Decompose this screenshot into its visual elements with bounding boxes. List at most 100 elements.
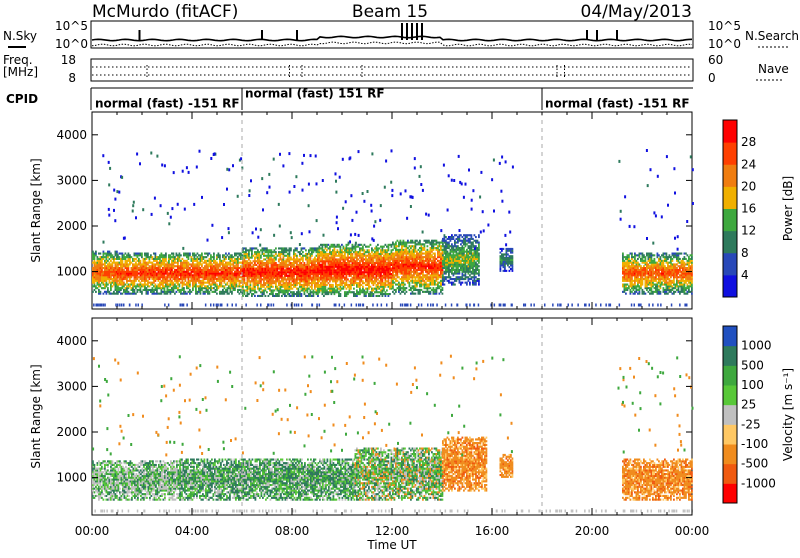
heatmap-cell [352,255,354,257]
heatmap-cell [395,242,397,244]
heatmap-cell [437,284,439,286]
heatmap-cell [113,260,115,262]
heatmap-cell [368,249,370,251]
heatmap-cell [419,293,421,295]
heatmap-cell [304,286,306,288]
heatmap-cell [128,253,130,255]
heatmap-cell [103,293,105,295]
heatmap-cell [173,253,175,255]
heatmap-cell [231,254,233,256]
heatmap-cell [201,260,203,262]
heatmap-cell [317,282,319,284]
heatmap-cell [398,291,400,293]
heatmap-cell [407,280,409,282]
heatmap-cell [254,262,256,264]
heatmap-cell [188,271,190,273]
heatmap-cell [200,291,202,293]
heatmap-cell [257,286,259,288]
heatmap-cell [385,286,387,288]
heatmap-cell [334,247,336,249]
heatmap-cell [134,291,136,293]
heatmap-cell [319,262,321,264]
heatmap-cell [120,289,122,291]
heatmap-cell [392,284,394,286]
heatmap-cell [215,282,217,284]
heatmap-cell [179,258,181,260]
heatmap-cell [286,247,288,249]
heatmap-cell [406,254,408,256]
heatmap-cell [377,278,379,280]
heatmap-cell [298,289,300,291]
heatmap-cell [359,251,361,253]
station-title: McMurdo (fitACF) [92,2,238,22]
heatmap-cell [415,245,417,247]
heatmap-cell [135,280,137,282]
heatmap-cell [155,253,157,255]
heatmap-cell [129,263,131,265]
heatmap-cell [260,280,262,282]
heatmap-cell [340,293,342,295]
heatmap-cell [442,282,444,284]
heatmap-cell [343,288,345,290]
heatmap-cell [388,249,390,251]
heatmap-cell [442,289,444,291]
heatmap-cell [289,255,291,257]
heatmap-cell [128,265,130,267]
heatmap-cell [274,260,276,262]
heatmap-cell [326,280,328,282]
heatmap-cell [207,289,209,291]
heatmap-cell [448,242,450,244]
heatmap-cell [329,280,331,282]
heatmap-cell [442,242,444,244]
heatmap-cell [388,246,390,248]
heatmap-cell [368,282,370,284]
heatmap-cell [239,284,241,286]
heatmap-cell [436,240,438,242]
heatmap-cell [182,258,184,260]
heatmap-cell [419,274,421,276]
heatmap-cell [337,286,339,288]
date-title: 04/May/2013 [581,2,693,22]
heatmap-cell [236,254,238,256]
heatmap-cell [344,286,346,288]
heatmap-cell [107,284,109,286]
heatmap-cell [149,260,151,262]
heatmap-cell [368,264,370,266]
heatmap-cell [442,293,444,295]
heatmap-cell [373,260,375,262]
heatmap-cell [341,253,343,255]
heatmap-cell [254,295,256,297]
heatmap-cell [272,278,274,280]
heatmap-cell [170,293,172,295]
heatmap-cell [403,282,405,284]
heatmap-cell [275,257,277,259]
heatmap-cell [447,251,449,253]
heatmap-cell [317,295,319,297]
heatmap-cell [433,278,435,280]
heatmap-cell [215,276,217,278]
heatmap-cell [442,251,444,253]
heatmap-cell [419,242,421,244]
heatmap-cell [259,251,261,253]
heatmap-cell [382,280,384,282]
heatmap-cell [314,262,316,264]
heatmap-cell [314,288,316,290]
heatmap-cell [216,293,218,295]
heatmap-cell [152,256,154,258]
heatmap-cell [119,291,121,293]
heatmap-cell [106,293,108,295]
heatmap-cell [233,256,235,258]
heatmap-cell [247,291,249,293]
heatmap-cell [122,262,124,264]
heatmap-cell [437,271,439,273]
heatmap-cell [296,262,298,264]
heatmap-cell [445,249,447,251]
heatmap-cell [377,284,379,286]
heatmap-cell [126,262,128,264]
heatmap-cell [313,293,315,295]
heatmap-cell [352,253,354,255]
heatmap-cell [304,293,306,295]
heatmap-cell [403,240,405,242]
heatmap-cell [236,284,238,286]
heatmap-cell [278,260,280,262]
